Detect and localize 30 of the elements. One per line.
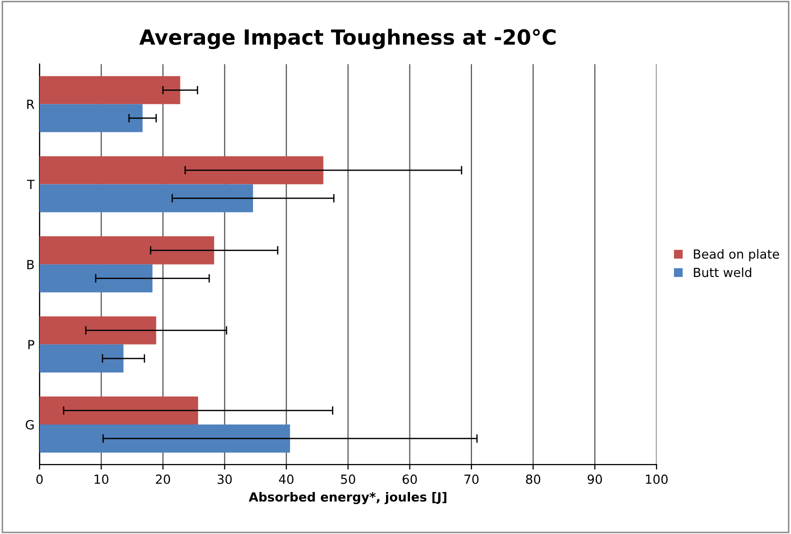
x-tick-label: 30 [218,474,232,484]
x-tick-label: 50 [341,474,356,484]
x-tick-label: 100 [646,474,668,484]
bar [40,76,180,104]
bar [40,104,143,132]
bar [40,156,324,184]
x-axis-title: Absorbed energy*, joules [J] [248,492,446,504]
y-tick-label: P [28,340,34,350]
x-tick-label: 20 [156,474,170,484]
chart-title: Average Impact Toughness at -20°C [139,28,556,50]
bar [40,264,152,292]
bar [40,184,254,212]
y-tick-label: B [27,260,34,270]
x-tick-label: 10 [94,474,108,484]
x-tick-label: 90 [588,474,602,484]
bar [40,316,156,344]
y-tick-label: T [27,180,35,189]
bar [40,236,214,264]
legend-label: Butt weld [694,267,752,278]
bar [40,344,124,372]
x-tick-label: 60 [402,474,417,484]
x-tick-label: 0 [36,474,43,484]
x-tick-label: 40 [279,474,294,484]
legend-label: Bead on plate [694,249,780,262]
y-tick-label: G [26,420,34,430]
x-tick-label: 70 [464,474,479,484]
y-tick-label: R [27,100,34,109]
x-tick-label: 80 [526,474,540,484]
bar [40,396,198,425]
bar [40,424,290,453]
